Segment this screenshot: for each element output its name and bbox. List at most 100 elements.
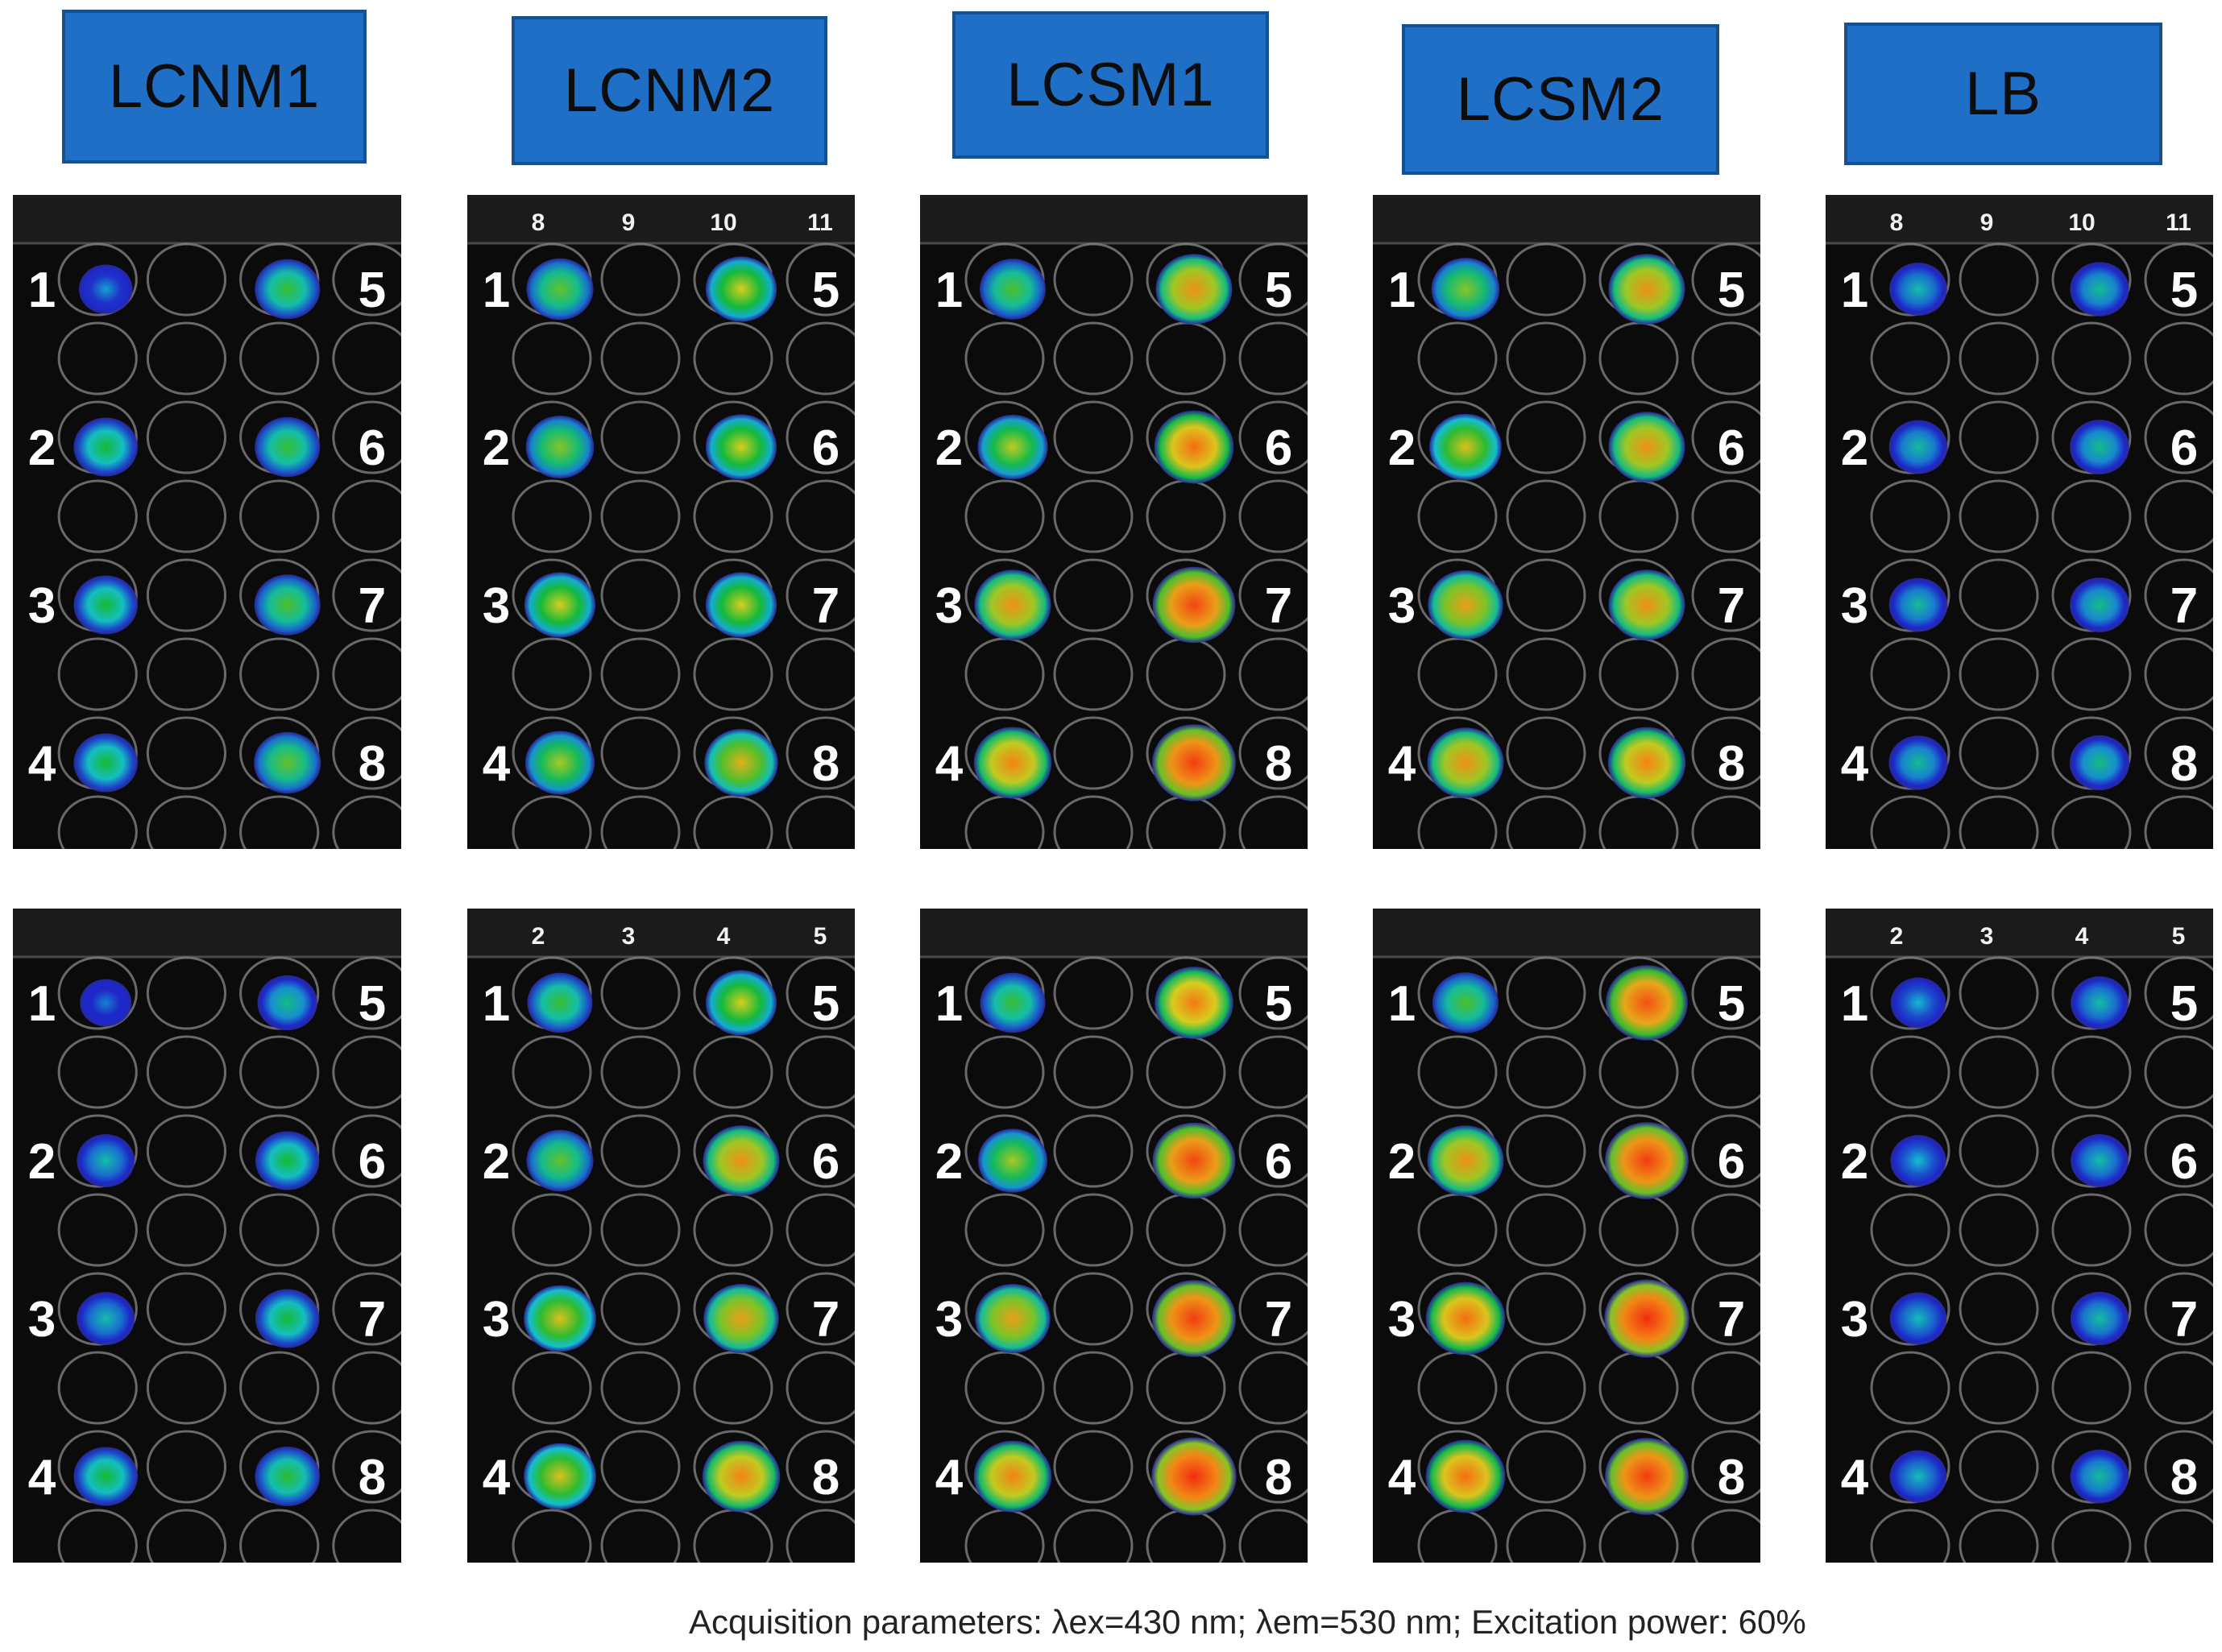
empty-well-ring: [600, 716, 681, 790]
empty-well-ring: [2144, 1351, 2213, 1425]
empty-well-ring: [239, 637, 320, 711]
plate-lb-top: 8 9 10 11 1 2 3 4 5 6 7 8: [1826, 195, 2213, 849]
well-label: 6: [359, 1134, 387, 1190]
empty-well-ring: [1053, 1272, 1134, 1346]
empty-well-ring: [964, 1351, 1045, 1425]
plate-lcnm1-bottom: 1 2 3 4 5 6 7 8: [13, 909, 401, 1563]
well-label: 2: [483, 420, 510, 476]
empty-well-ring: [239, 479, 320, 553]
well-label: 7: [359, 1292, 387, 1348]
fluorescent-well-7: [2070, 1291, 2129, 1346]
well-label: 3: [1841, 1292, 1868, 1348]
empty-well-ring: [1506, 1430, 1586, 1504]
empty-well-ring: [1053, 795, 1134, 849]
fluorescent-well-3: [974, 569, 1051, 640]
column-number: 11: [807, 209, 833, 236]
empty-well-ring: [1506, 1114, 1586, 1188]
empty-well-ring: [964, 479, 1045, 553]
empty-well-ring: [1238, 716, 1308, 790]
empty-well-ring: [1053, 1351, 1134, 1425]
well-label: 3: [1388, 1292, 1416, 1348]
fluorescent-well-3: [1889, 1292, 1947, 1345]
fluorescent-well-1: [980, 259, 1046, 320]
well-label: 8: [2170, 1450, 2198, 1505]
well-label: 4: [1388, 1450, 1416, 1505]
empty-well-ring: [1238, 1351, 1308, 1425]
fluorescent-well-6: [255, 416, 321, 478]
empty-well-ring: [1870, 242, 1950, 317]
fluorescent-well-8: [1152, 724, 1236, 801]
empty-well-ring: [1959, 795, 2039, 849]
empty-well-ring: [1691, 1193, 1760, 1267]
empty-well-ring: [600, 1193, 681, 1267]
well-label: 4: [935, 736, 964, 792]
well-label: 5: [812, 976, 839, 1032]
group-header-lcnm2: LCNM2: [512, 16, 827, 165]
empty-well-ring: [332, 1351, 401, 1425]
empty-well-ring: [332, 1193, 401, 1267]
fluorescent-well-5: [255, 259, 321, 320]
empty-well-ring: [786, 479, 855, 553]
empty-well-ring: [239, 321, 320, 395]
empty-well-ring: [57, 1351, 138, 1425]
well-label: 1: [935, 263, 963, 318]
empty-well-ring: [512, 637, 592, 711]
empty-well-ring: [2144, 242, 2213, 317]
empty-well-ring: [1959, 956, 2039, 1030]
empty-well-ring: [693, 1351, 773, 1425]
empty-well-ring: [146, 479, 227, 553]
fluorescent-well-4: [973, 727, 1052, 799]
empty-well-ring: [2144, 1035, 2213, 1109]
empty-well-ring: [2051, 1351, 2132, 1425]
empty-well-ring: [1959, 1351, 2039, 1425]
empty-well-ring: [57, 956, 138, 1030]
well-label: 2: [935, 420, 963, 476]
fluorescent-well-4: [1425, 1439, 1506, 1513]
column-number: 10: [710, 209, 736, 236]
fluorescent-well-5: [705, 256, 777, 322]
plate-lcsm1-top: 1 2 3 4 5 6 7 8: [920, 195, 1308, 849]
column-number: 9: [622, 209, 636, 236]
well-label: 8: [812, 1450, 839, 1505]
empty-well-ring: [786, 1114, 855, 1188]
empty-well-ring: [2051, 321, 2132, 395]
fluorescent-well-3: [975, 1284, 1051, 1353]
empty-well-ring: [1417, 1035, 1498, 1109]
column-number: 4: [717, 923, 731, 950]
empty-well-ring: [1506, 558, 1586, 632]
empty-well-ring: [600, 1114, 681, 1188]
fluorescent-well-1: [527, 972, 593, 1033]
empty-well-ring: [332, 716, 401, 790]
empty-well-ring: [786, 716, 855, 790]
fluorescent-well-2: [1427, 1125, 1504, 1196]
empty-well-ring: [786, 1193, 855, 1267]
empty-well-ring: [964, 1035, 1045, 1109]
empty-well-ring: [1053, 1114, 1134, 1188]
well-label: 1: [935, 976, 963, 1032]
well-label: 5: [359, 263, 387, 318]
empty-well-ring: [1238, 558, 1308, 632]
fluorescent-well-6: [1154, 410, 1234, 484]
empty-well-ring: [146, 1430, 227, 1504]
well-label: 4: [28, 1450, 56, 1505]
column-number: 10: [2068, 209, 2095, 236]
empty-well-ring: [1238, 1509, 1308, 1563]
empty-well-ring: [1691, 242, 1760, 317]
well-label: 7: [1265, 578, 1292, 634]
empty-well-ring: [146, 795, 227, 849]
empty-well-ring: [1506, 1351, 1586, 1425]
empty-well-ring: [1870, 1193, 1950, 1267]
empty-well-ring: [512, 1509, 592, 1563]
empty-well-ring: [332, 1509, 401, 1563]
well-label: 5: [1718, 976, 1745, 1032]
fluorescent-well-1: [980, 972, 1046, 1033]
plate-drawing: 1 2 3 4 5 6 7 8: [13, 909, 401, 1563]
empty-well-ring: [57, 1509, 138, 1563]
empty-well-ring: [1506, 716, 1586, 790]
column-number: 3: [1980, 923, 1994, 950]
empty-well-ring: [2144, 716, 2213, 790]
fluorescent-well-2: [977, 414, 1048, 480]
